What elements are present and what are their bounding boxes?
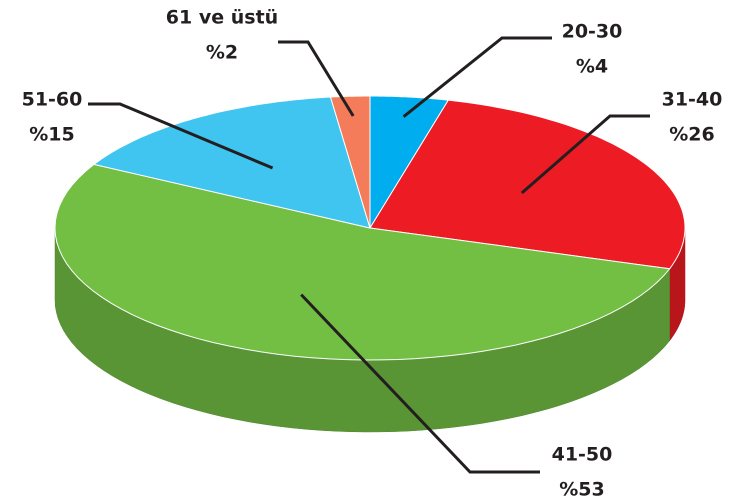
value-label: %53	[559, 479, 604, 501]
leader-line	[88, 102, 274, 170]
slice	[329, 95, 371, 229]
slice	[369, 95, 450, 230]
leader-line	[402, 36, 552, 118]
slice	[369, 99, 686, 270]
leader-line	[278, 40, 355, 117]
value-label: %26	[669, 124, 714, 146]
leader-line	[300, 293, 540, 474]
category-label: 51-60	[22, 89, 83, 111]
category-label: 20-30	[562, 21, 623, 43]
value-label: %15	[29, 124, 74, 146]
category-label: 61 ve üstü	[166, 7, 278, 29]
leader-line	[520, 114, 650, 195]
slice	[54, 163, 671, 361]
category-label: 41-50	[552, 444, 613, 466]
value-label: %2	[206, 42, 238, 64]
slice	[92, 96, 371, 229]
category-label: 31-40	[662, 89, 723, 111]
value-label: %4	[576, 56, 608, 78]
